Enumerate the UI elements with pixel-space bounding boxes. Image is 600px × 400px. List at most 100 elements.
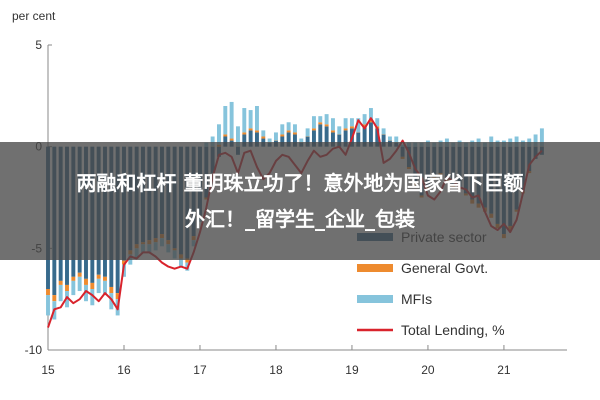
bar-segment xyxy=(254,132,259,147)
bar-segment xyxy=(305,128,310,137)
bar-segment xyxy=(318,116,323,123)
legend-label: MFIs xyxy=(401,291,432,307)
bar-segment xyxy=(533,134,538,147)
bar-segment xyxy=(280,124,285,135)
bar-segment xyxy=(236,126,240,147)
bar-segment xyxy=(349,126,354,129)
bar-segment xyxy=(242,108,247,133)
bar-segment xyxy=(318,124,323,147)
bar-segment xyxy=(58,280,63,285)
bar-segment xyxy=(330,118,335,131)
bar-segment xyxy=(324,124,329,127)
bar-segment xyxy=(368,108,373,121)
y-axis-label: per cent xyxy=(12,9,56,23)
bar-segment xyxy=(65,284,69,292)
bar-segment xyxy=(96,274,101,279)
bar-segment xyxy=(356,118,361,133)
bar-segment xyxy=(229,101,234,139)
bar-segment xyxy=(343,128,348,131)
bar-segment xyxy=(115,293,120,300)
y-tick-label: 5 xyxy=(35,38,42,52)
bar-segment xyxy=(179,258,183,267)
legend-swatch xyxy=(357,264,393,272)
bar-segment xyxy=(387,136,392,141)
bar-segment xyxy=(305,136,310,147)
bar-segment xyxy=(65,291,69,308)
bar-segment xyxy=(122,260,126,265)
bar-segment xyxy=(368,122,373,147)
bar-segment xyxy=(261,136,266,139)
bar-segment xyxy=(311,116,316,129)
bar-segment xyxy=(368,120,373,123)
bar-segment xyxy=(46,295,50,316)
bar-segment xyxy=(103,276,107,281)
legend-swatch xyxy=(357,295,393,303)
overlay-headline-line-2: 外汇！_留学生_企业_包装 xyxy=(185,207,415,231)
bar-segment xyxy=(375,128,380,147)
bar-segment xyxy=(337,126,342,135)
bar-segment xyxy=(394,136,399,143)
overlay-headline-line-1: 两融和杠杆 董明珠立功了！意外地为国家省下巨额 xyxy=(76,171,524,195)
bar-segment xyxy=(77,276,82,292)
bar-segment xyxy=(223,106,228,135)
x-tick-label: 17 xyxy=(193,363,207,377)
bar-segment xyxy=(324,114,329,125)
bar-segment xyxy=(229,138,234,141)
bar-segment xyxy=(330,130,335,133)
bar-segment xyxy=(356,132,361,147)
bar-segment xyxy=(381,134,386,147)
bar-segment xyxy=(58,284,63,302)
bar-segment xyxy=(267,138,272,143)
bar-segment xyxy=(109,293,114,310)
x-tick-label: 16 xyxy=(117,363,131,377)
bar-segment xyxy=(375,118,380,127)
bar-segment xyxy=(77,272,82,277)
bar-segment xyxy=(337,134,342,147)
bar-segment xyxy=(286,122,291,131)
bar-segment xyxy=(280,136,285,147)
bar-segment xyxy=(103,280,107,296)
bar-segment xyxy=(343,130,348,147)
bar-segment xyxy=(242,132,247,135)
bar-segment xyxy=(489,136,494,147)
bar-segment xyxy=(286,130,291,133)
y-tick-label: -10 xyxy=(25,343,43,357)
bar-segment xyxy=(330,132,335,147)
bar-segment xyxy=(84,284,88,302)
bar-segment xyxy=(539,128,544,147)
x-tick-label: 19 xyxy=(345,363,359,377)
bar-segment xyxy=(318,122,323,125)
bar-segment xyxy=(46,289,50,296)
bar-segment xyxy=(273,132,278,141)
bar-segment xyxy=(362,126,367,147)
bar-segment xyxy=(217,124,221,145)
bar-segment xyxy=(292,132,297,135)
bar-segment xyxy=(292,124,297,133)
bar-segment xyxy=(349,118,354,127)
bar-segment xyxy=(185,258,190,263)
bar-segment xyxy=(286,132,291,147)
legend-label: General Govt. xyxy=(401,260,488,276)
bar-segment xyxy=(90,282,95,289)
bar-segment xyxy=(52,295,57,302)
bar-segment xyxy=(109,286,114,294)
bar-segment xyxy=(311,130,316,147)
bar-segment xyxy=(261,130,266,137)
bar-segment xyxy=(71,280,76,296)
bar-segment xyxy=(223,134,228,137)
title-overlay-banner xyxy=(0,142,600,260)
bar-segment xyxy=(254,130,259,133)
bar-segment xyxy=(210,136,215,147)
bar-segment xyxy=(343,118,348,129)
legend-label: Total Lending, % xyxy=(401,322,505,338)
bar-segment xyxy=(299,138,304,143)
bar-segment xyxy=(242,134,247,147)
bar-segment xyxy=(292,134,297,147)
bar-segment xyxy=(280,134,285,137)
x-tick-label: 18 xyxy=(269,363,283,377)
x-tick-label: 21 xyxy=(497,363,511,377)
bar-segment xyxy=(254,106,259,131)
bar-segment xyxy=(362,124,367,127)
x-tick-label: 15 xyxy=(41,363,55,377)
bar-segment xyxy=(248,110,253,129)
